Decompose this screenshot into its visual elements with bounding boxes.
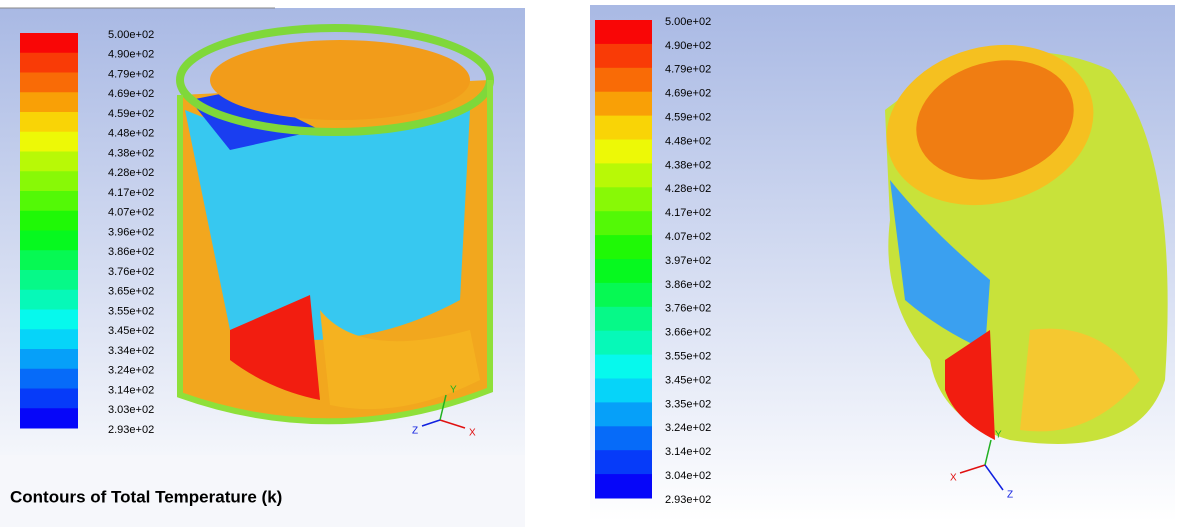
colorbar-label: 4.17e+02	[108, 187, 154, 199]
colorbar-label: 4.48e+02	[108, 128, 154, 140]
colorbar-label: 4.69e+02	[665, 88, 711, 100]
colorbar-label: 4.07e+02	[108, 207, 154, 219]
colorbar-band	[20, 152, 78, 172]
axis-label: Z	[1007, 490, 1013, 501]
colorbar-label: 3.45e+02	[665, 374, 711, 386]
colorbar-band	[595, 68, 652, 92]
colorbar-band	[595, 259, 652, 283]
colorbar-band	[595, 474, 652, 498]
colorbar-label: 4.79e+02	[108, 68, 154, 80]
colorbar-band	[20, 191, 78, 211]
axis-label: Y	[450, 385, 457, 396]
colorbar-label: 3.04e+02	[665, 470, 711, 482]
axis-label: X	[469, 428, 476, 439]
colorbar-band	[595, 307, 652, 331]
colorbar-band	[595, 379, 652, 403]
axis-label: X	[950, 473, 957, 484]
colorbar-label: 3.24e+02	[108, 365, 154, 377]
colorbar-label: 4.07e+02	[665, 231, 711, 243]
colorbar-band	[20, 33, 78, 53]
colorbar-label: 4.28e+02	[108, 167, 154, 179]
axis-label: Z	[412, 426, 418, 437]
colorbar-label: 3.86e+02	[665, 279, 711, 291]
colorbar-label: 3.14e+02	[665, 446, 711, 458]
colorbar-band	[595, 187, 652, 211]
colorbar-label: 3.76e+02	[108, 266, 154, 278]
colorbar-band	[20, 92, 78, 112]
colorbar-label: 4.69e+02	[108, 88, 154, 100]
colorbar-label: 4.48e+02	[665, 135, 711, 147]
colorbar-band	[595, 140, 652, 164]
colorbar-band	[595, 92, 652, 116]
colorbar-label: 3.76e+02	[665, 303, 711, 315]
colorbar-label: 4.28e+02	[665, 183, 711, 195]
colorbar-band	[20, 211, 78, 231]
colorbar-label: 3.45e+02	[108, 325, 154, 337]
colorbar-band	[20, 270, 78, 290]
colorbar-band	[595, 235, 652, 259]
colorbar-band	[595, 116, 652, 140]
colorbar-label: 3.55e+02	[665, 351, 711, 363]
colorbar-label: 4.59e+02	[665, 112, 711, 124]
colorbar-label: 4.38e+02	[665, 159, 711, 171]
colorbar-label: 3.97e+02	[665, 255, 711, 267]
colorbar-band	[20, 369, 78, 389]
colorbar-label: 3.35e+02	[665, 398, 711, 410]
colorbar-label: 3.03e+02	[108, 404, 154, 416]
screenshot: Contours of Total Temperature (k) 5.00e+…	[0, 0, 1178, 527]
colorbar-band	[595, 20, 652, 44]
colorbar-band	[595, 44, 652, 68]
colorbar-label: 3.66e+02	[665, 327, 711, 339]
colorbar-band	[20, 171, 78, 191]
colorbar-band	[20, 132, 78, 152]
colorbar-band	[595, 163, 652, 187]
colorbar-label: 3.24e+02	[665, 422, 711, 434]
colorbar-label: 4.17e+02	[665, 207, 711, 219]
colorbar-label: 3.96e+02	[108, 226, 154, 238]
colorbar-band	[20, 389, 78, 409]
colorbar-band	[20, 408, 78, 428]
colorbar-label: 3.65e+02	[108, 286, 154, 298]
colorbar-label: 4.90e+02	[665, 40, 711, 52]
colorbar-band	[20, 310, 78, 330]
colorbar-band	[20, 53, 78, 73]
colorbar-band	[595, 402, 652, 426]
colorbar-label: 4.79e+02	[665, 64, 711, 76]
colorbar-band	[595, 355, 652, 379]
colorbar-label: 3.34e+02	[108, 345, 154, 357]
colorbar-band	[20, 349, 78, 369]
colorbar-label: 2.93e+02	[108, 424, 154, 436]
plot-title: Contours of Total Temperature (k)	[10, 487, 282, 506]
colorbar-band	[20, 250, 78, 270]
colorbar-band	[20, 112, 78, 132]
colorbar-label: 4.90e+02	[108, 49, 154, 61]
colorbar-label: 3.86e+02	[108, 246, 154, 258]
colorbar-label: 3.55e+02	[108, 305, 154, 317]
colorbar-label: 4.59e+02	[108, 108, 154, 120]
cylinder-left	[180, 28, 490, 421]
axis-label: Y	[995, 430, 1002, 441]
colorbar-band	[20, 231, 78, 251]
colorbar-band	[595, 331, 652, 355]
colorbar-label: 3.14e+02	[108, 384, 154, 396]
colorbar-band	[595, 283, 652, 307]
colorbar-band	[20, 329, 78, 349]
colorbar-label: 2.93e+02	[665, 494, 711, 506]
colorbar-band	[20, 290, 78, 310]
colorbar-band	[595, 426, 652, 450]
colorbar-band	[20, 73, 78, 93]
colorbar-band	[595, 450, 652, 474]
colorbar-band	[595, 211, 652, 235]
colorbar-label: 5.00e+02	[665, 16, 711, 28]
colorbar-label: 5.00e+02	[108, 29, 154, 41]
colorbar-label: 4.38e+02	[108, 147, 154, 159]
